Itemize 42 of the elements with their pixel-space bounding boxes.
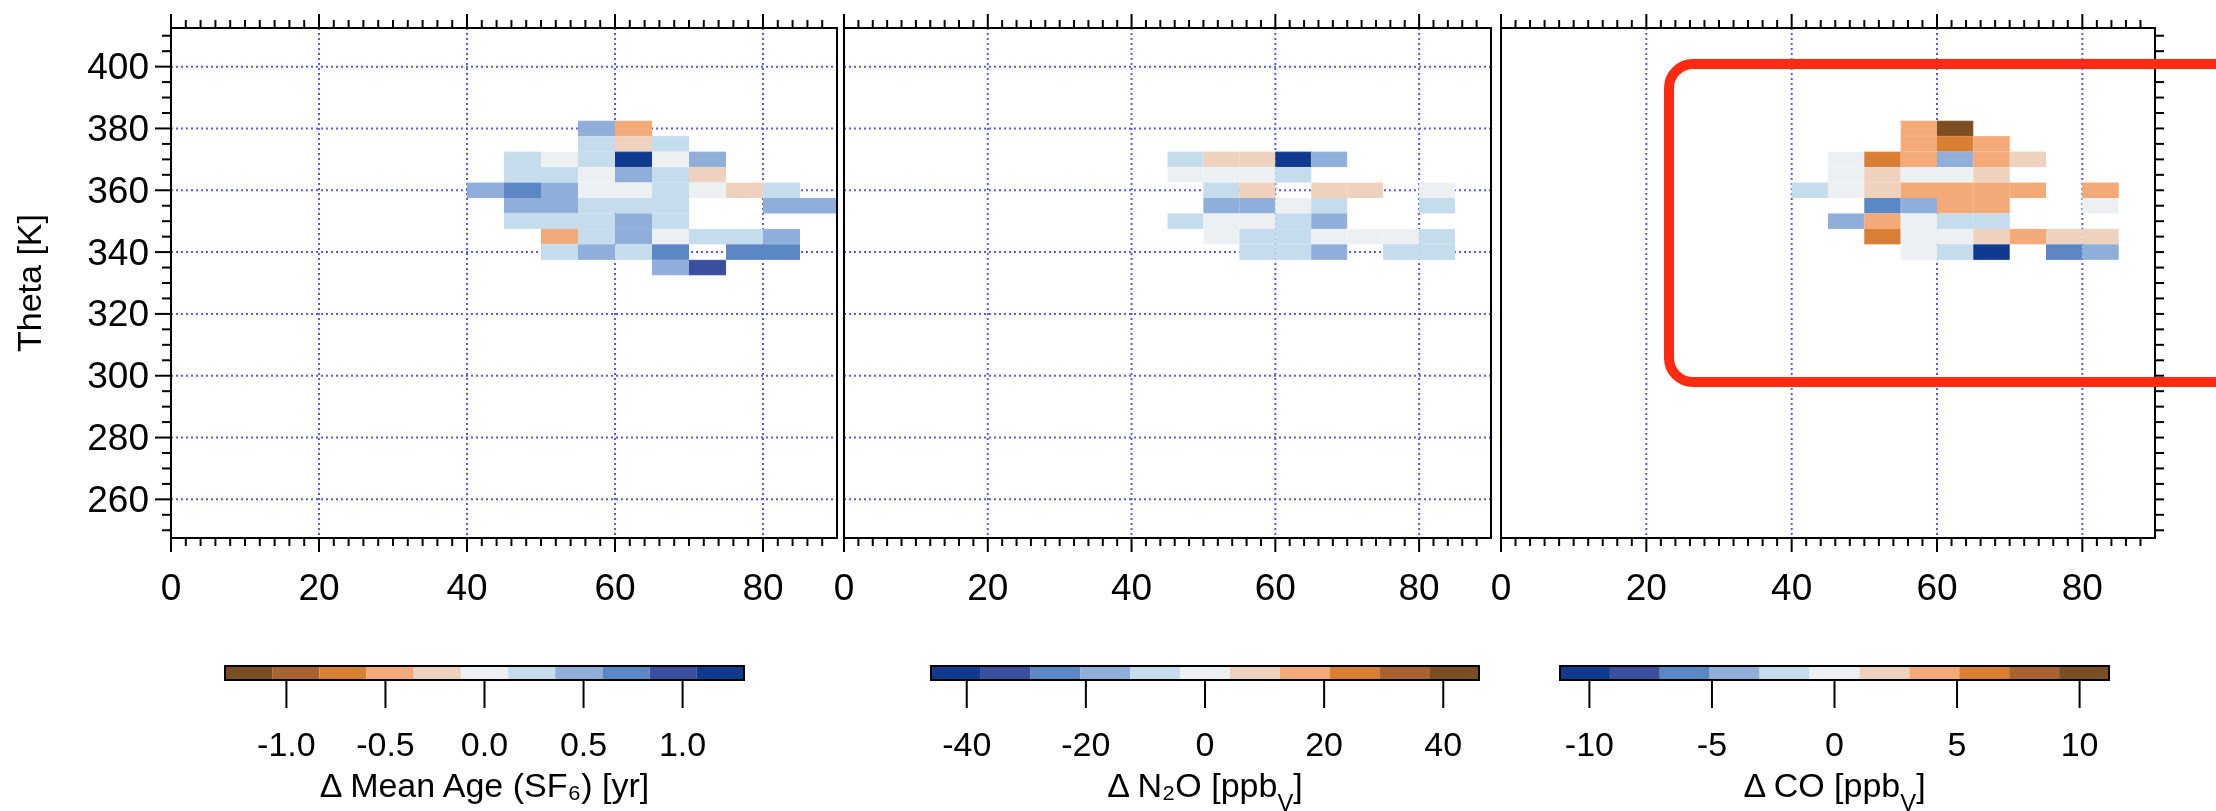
- color-bar-label: 0: [1825, 725, 1844, 763]
- x-tick-label: 20: [967, 567, 1009, 608]
- color-bar-label: 20: [1305, 725, 1344, 763]
- x-tick-label: 0: [160, 567, 182, 608]
- x-tick-label: 0: [833, 567, 855, 608]
- color-bar-label: 0.5: [559, 725, 608, 763]
- color-bar-title: Δ N₂O [ppb$_{V}$]: [1107, 766, 1303, 811]
- x-tick-label: 80: [2061, 567, 2103, 608]
- x-tick-label: 0: [1490, 567, 1512, 608]
- y-tick-label: 400: [87, 46, 149, 88]
- color-bar-label: 0.0: [460, 725, 509, 763]
- x-tick-label: 20: [298, 567, 340, 608]
- y-tick-label: 260: [87, 478, 149, 520]
- y-axis-title: Theta [K]: [10, 214, 48, 352]
- y-tick-label: 380: [87, 107, 149, 149]
- y-tick-label: 280: [87, 417, 149, 459]
- x-tick-label: 40: [1110, 567, 1153, 608]
- y-tick-label: 300: [87, 355, 149, 397]
- color-bar-title: Δ CO [ppb$_{V}$]: [1743, 766, 1926, 811]
- color-bar-label: 5: [1947, 725, 1967, 763]
- x-tick-label: 60: [594, 567, 636, 608]
- color-bar-label: -10: [1564, 725, 1614, 763]
- x-tick-label: 20: [1625, 567, 1667, 608]
- y-tick-label: 320: [87, 293, 149, 335]
- x-tick-label: 80: [1398, 567, 1440, 608]
- color-bar-label: -0.5: [356, 725, 415, 763]
- x-tick-label: 60: [1916, 567, 1958, 608]
- y-tick-label: 340: [87, 231, 149, 273]
- x-tick-label: 80: [742, 567, 784, 608]
- y-tick-label: 360: [87, 169, 149, 211]
- color-bar-label: 10: [2060, 725, 2099, 763]
- color-bar-label: -40: [942, 725, 992, 763]
- x-tick-label: 40: [1771, 567, 1813, 608]
- color-bar-label: -1.0: [257, 725, 316, 763]
- color-bar-label: 0: [1195, 725, 1215, 763]
- color-bar-title: Δ Mean Age (SF₆) [yr]: [319, 766, 650, 804]
- color-bar-label: 1.0: [658, 725, 707, 763]
- x-tick-label: 60: [1254, 567, 1296, 608]
- color-bar-label: -5: [1696, 725, 1728, 763]
- color-bar-label: 40: [1424, 725, 1463, 763]
- color-bar-label: -20: [1061, 725, 1111, 763]
- x-tick-label: 40: [446, 567, 488, 608]
